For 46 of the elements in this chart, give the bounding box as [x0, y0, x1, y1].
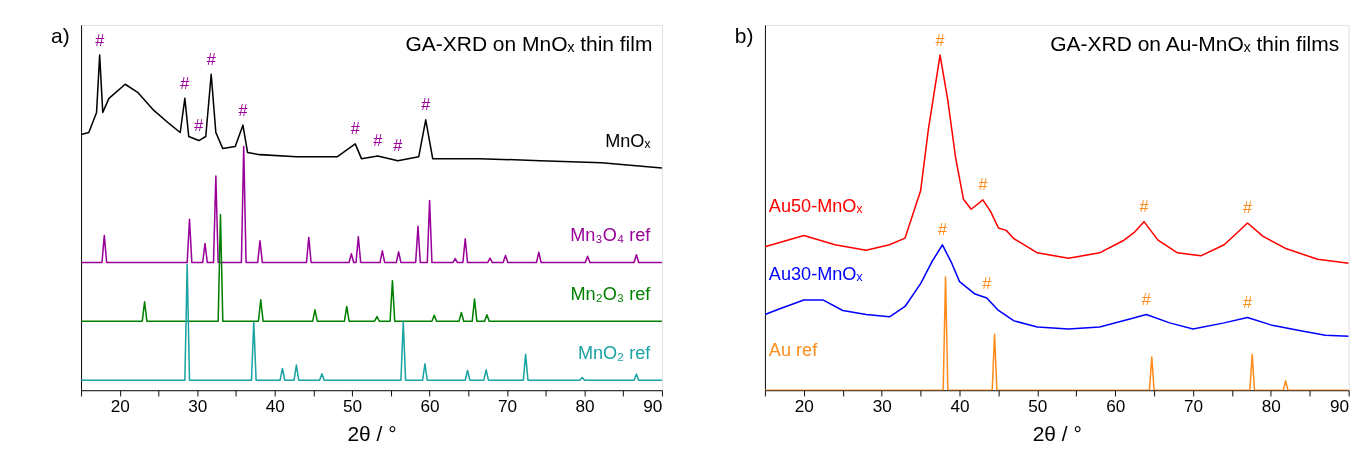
- annotation: #: [373, 131, 383, 150]
- series-label: MnOₓ: [605, 130, 651, 151]
- x-tick-label: 70: [497, 395, 518, 416]
- annotation: #: [1243, 292, 1253, 311]
- annotation: #: [180, 73, 190, 92]
- x-tick-label: 80: [575, 395, 595, 416]
- annotation: #: [393, 136, 403, 155]
- annotation: #: [937, 220, 947, 239]
- annotation: #: [194, 116, 204, 135]
- annotation: #: [982, 273, 992, 292]
- annotation: #: [935, 30, 945, 49]
- x-tick-label: 50: [1028, 395, 1048, 416]
- annotation: #: [421, 95, 431, 114]
- chart-title: GA-XRD on Au-MnOₓ thin films: [1050, 31, 1340, 55]
- x-axis-title: 2θ / °: [347, 422, 397, 446]
- annotation: #: [238, 100, 248, 119]
- series-label: Au30-MnOₓ: [768, 264, 863, 284]
- annotation: #: [95, 30, 105, 49]
- x-tick-label: 60: [420, 395, 440, 416]
- series-label: Au50-MnOₓ: [768, 196, 863, 217]
- x-tick-label: 90: [643, 395, 663, 416]
- x-tick-label: 20: [794, 395, 814, 416]
- x-tick-label: 90: [1330, 395, 1350, 416]
- x-tick-label: 60: [1106, 395, 1126, 416]
- series-label: Au ref: [768, 339, 819, 360]
- x-tick-label: 70: [1183, 395, 1204, 416]
- x-tick-label: 20: [110, 395, 130, 416]
- annotation: #: [1141, 289, 1151, 308]
- annotation: #: [206, 49, 216, 68]
- text: b): [734, 24, 754, 48]
- text: a): [50, 24, 70, 48]
- annotation: #: [1243, 198, 1253, 217]
- x-tick-label: 40: [950, 395, 970, 416]
- x-tick-label: 30: [188, 395, 208, 416]
- x-axis-title: 2θ / °: [1032, 422, 1082, 446]
- chart-title: GA-XRD on MnOₓ thin film: [405, 31, 653, 55]
- series-label: MnO₂ ref: [577, 343, 652, 364]
- x-tick-label: 40: [265, 395, 285, 416]
- x-tick-label: 50: [343, 395, 363, 416]
- annotation: #: [350, 119, 360, 138]
- x-tick-label: 30: [872, 395, 892, 416]
- annotation: #: [1139, 197, 1149, 216]
- series-label: Mn₂O₃ ref: [570, 284, 652, 305]
- series-label: Mn₃O₄ ref: [570, 225, 652, 246]
- x-tick-label: 80: [1261, 395, 1281, 416]
- annotation: #: [978, 175, 988, 194]
